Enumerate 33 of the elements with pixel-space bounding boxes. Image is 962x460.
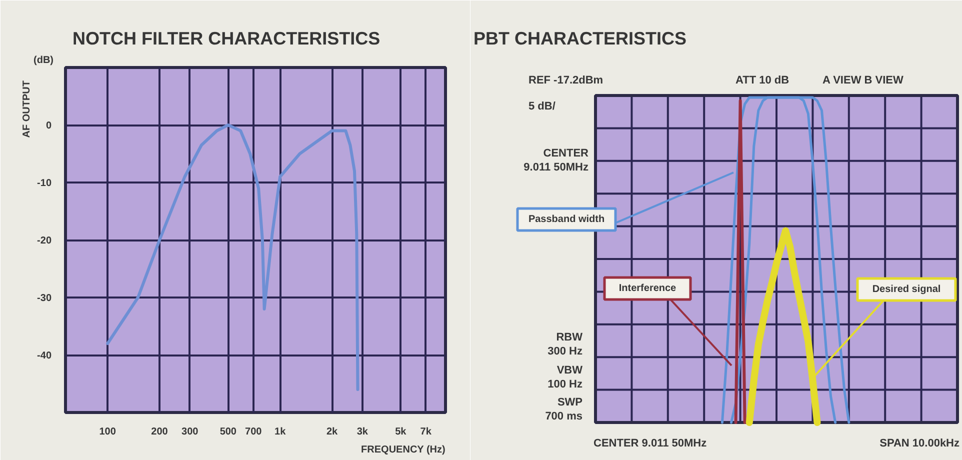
- x-tick-label: 300: [182, 426, 199, 438]
- text: A VIEW B VIEW: [822, 74, 904, 86]
- text: SWP 700 ms: [545, 396, 583, 422]
- y-tick-label: -20: [37, 236, 52, 246]
- text: 5 dB/: [528, 100, 556, 112]
- x-tick-label: 200: [151, 426, 168, 438]
- x-tick-label: 1k: [274, 426, 286, 438]
- text: Passband width: [528, 214, 605, 225]
- y-tick-label: -30: [37, 293, 52, 304]
- x-tick-label: 700: [245, 426, 262, 438]
- text: (dB): [34, 55, 54, 66]
- y-tick-label: 0: [46, 120, 52, 132]
- text: Interference: [618, 283, 677, 294]
- x-tick-label: 7k: [420, 426, 432, 438]
- y-tick-label: -10: [37, 178, 52, 189]
- x-tick-label: 5k: [395, 426, 407, 438]
- x-tick-label: 500: [220, 426, 237, 438]
- text: CENTER 9.011 50MHz: [524, 148, 589, 174]
- x-tick-label: 100: [99, 426, 116, 438]
- chart-title: PBT CHARACTERISTICS: [474, 28, 687, 48]
- text: ATT 10 dB: [736, 74, 790, 86]
- text: SPAN 10.00kHz: [880, 438, 960, 450]
- y-axis-title: AF OUTPUT: [22, 80, 32, 138]
- text: CENTER 9.011 50MHz: [594, 438, 708, 450]
- x-tick-label: 3k: [356, 426, 368, 438]
- chart-title: NOTCH FILTER CHARACTERISTICS: [72, 28, 380, 48]
- y-tick-label: -40: [37, 350, 52, 362]
- text: REF -17.2dBm: [528, 74, 604, 86]
- x-axis-title: FREQUENCY (Hz): [361, 444, 446, 456]
- text: Desired signal: [872, 284, 941, 295]
- text: RBW 300 Hz: [548, 332, 584, 358]
- x-tick-label: 2k: [326, 426, 338, 438]
- text: VBW 100 Hz: [548, 364, 584, 390]
